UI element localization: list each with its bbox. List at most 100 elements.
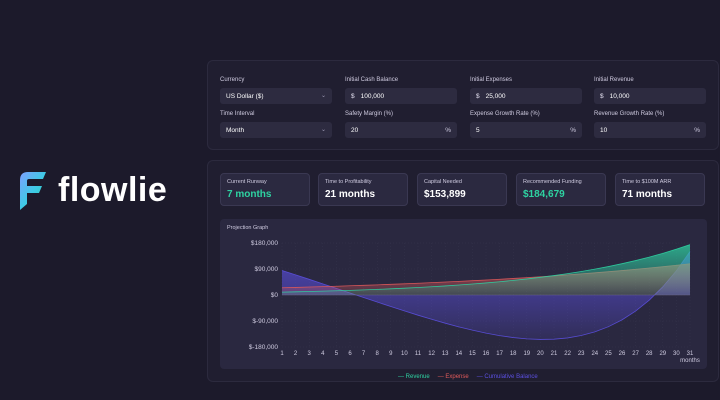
initial-revenue-value: 10,000 [609,92,630,100]
initial-expenses-value: 25,000 [485,92,506,100]
expense-growth-input[interactable]: 5 % [470,122,582,138]
initial-revenue-input[interactable]: $ 10,000 [594,88,706,104]
revenue-growth-field: Revenue Growth Rate (%) 10 % [594,111,706,138]
stat-value: 71 months [622,189,673,200]
legend-expense: — Expense [437,374,469,380]
x-tick-label: 14 [455,351,462,357]
initial-expenses-field: Initial Expenses $ 25,000 [470,77,582,104]
percent-suffix: % [694,126,700,134]
currency-value: US Dollar ($) [226,92,264,100]
stat-card-capital-needed: Capital Needed $153,899 [417,173,507,206]
settings-panel: Currency US Dollar ($) ⌄ Initial Cash Ba… [207,60,719,150]
initial-cash-field: Initial Cash Balance $ 100,000 [345,77,582,104]
x-tick-label: 25 [605,351,612,357]
chevron-down-icon: ⌄ [320,93,326,99]
x-tick-label: 24 [591,351,598,357]
stat-value: $153,899 [424,189,466,200]
safety-margin-value: 20 [351,126,359,134]
safety-margin-field: Safety Margin (%) 20 % [345,111,457,138]
currency-field: Currency US Dollar ($) ⌄ [220,77,332,104]
x-tick-label: 15 [469,351,476,357]
x-tick-label: 5 [335,351,339,357]
revenue-growth-label: Revenue Growth Rate (%) [594,111,665,117]
time-interval-field: Time Interval Month ⌄ [220,111,332,138]
stat-label: Time to Profitability [325,179,372,185]
safety-margin-input[interactable]: 20 % [345,122,457,138]
stat-label: Time to $100M ARR [622,179,672,185]
stat-card-current-runway: Current Runway 7 months [220,173,310,206]
percent-suffix: % [445,126,451,134]
stat-label: Current Runway [227,179,267,185]
x-tick-label: 8 [376,351,380,357]
chevron-down-icon: ⌄ [320,127,326,133]
x-axis-label: months [680,358,700,364]
x-tick-label: 13 [442,351,449,357]
y-tick-label: $0 [271,292,279,299]
currency-label: Currency [220,77,245,83]
currency-select[interactable]: US Dollar ($) ⌄ [220,88,332,104]
x-tick-label: 6 [348,351,352,357]
stat-card-recommended-funding: Recommended Funding $184,679 [516,173,606,206]
stat-card-time-to-profitability: Time to Profitability 21 months [318,173,408,206]
line-revenue [281,244,691,293]
x-tick-label: 9 [389,351,393,357]
x-tick-label: 19 [523,351,530,357]
stat-card-time-to-100m-arr: Time to $100M ARR 71 months [615,173,705,206]
x-tick-label: 3 [308,351,312,357]
graph-title: Projection Graph [227,225,269,231]
x-tick-label: 18 [510,351,517,357]
flowlie-logo-icon [20,172,46,210]
x-tick-label: 20 [537,351,544,357]
x-tick-label: 1 [280,351,284,357]
legend-revenue: — Revenue [398,374,430,380]
expense-growth-label: Expense Growth Rate (%) [470,111,540,117]
flowlie-logo: flowlie [14,168,167,212]
x-tick-label: 27 [632,351,639,357]
projection-graph: Projection Graph $180,000 $90,000 $0 $-90,0… [220,219,707,369]
stat-label: Recommended Funding [523,179,582,185]
y-tick-label: $180,000 [251,240,278,247]
initial-expenses-input[interactable]: $ 25,000 [470,88,582,104]
percent-suffix: % [570,126,576,134]
x-tick-label: 31 [687,351,694,357]
expense-growth-value: 5 [476,126,480,134]
x-tick-label: 2 [294,351,298,357]
x-tick-label: 4 [321,351,325,357]
stat-value: $184,679 [523,189,565,200]
initial-cash-value: 100,000 [360,92,385,100]
initial-revenue-label: Initial Revenue [594,77,634,83]
y-tick-label: $90,000 [255,266,279,273]
x-tick-label: 22 [564,351,571,357]
legend-cumulative-balance: — Cumulative Balance [476,374,538,380]
area-balance [282,251,690,340]
x-tick-label: 29 [659,351,666,357]
time-interval-label: Time Interval [220,111,255,117]
initial-cash-label: Initial Cash Balance [345,77,399,83]
time-interval-select[interactable]: Month ⌄ [220,122,332,138]
stat-label: Capital Needed [424,179,462,185]
y-tick-label: $-180,000 [249,344,279,351]
logo-text: flowlie [58,170,168,209]
x-tick-label: 7 [362,351,366,357]
x-tick-label: 17 [496,351,503,357]
x-tick-label: 21 [551,351,558,357]
revenue-growth-value: 10 [600,126,608,134]
expense-growth-field: Expense Growth Rate (%) 5 % [470,111,582,138]
revenue-growth-input[interactable]: 10 % [594,122,706,138]
x-tick-label: 11 [415,351,422,357]
dollar-prefix: $ [476,92,480,100]
stat-value: 7 months [227,189,272,200]
x-tick-label: 28 [646,351,653,357]
y-tick-label: $-90,000 [252,318,278,325]
stat-value: 21 months [325,189,376,200]
dollar-prefix: $ [351,92,355,100]
x-tick-label: 12 [428,351,435,357]
x-tick-label: 30 [673,351,680,357]
x-tick-label: 16 [483,351,490,357]
safety-margin-label: Safety Margin (%) [345,111,394,117]
initial-expenses-label: Initial Expenses [470,77,513,83]
initial-cash-input[interactable]: $ 100,000 [345,88,457,104]
x-tick-label: 23 [578,351,585,357]
time-interval-value: Month [226,126,245,134]
